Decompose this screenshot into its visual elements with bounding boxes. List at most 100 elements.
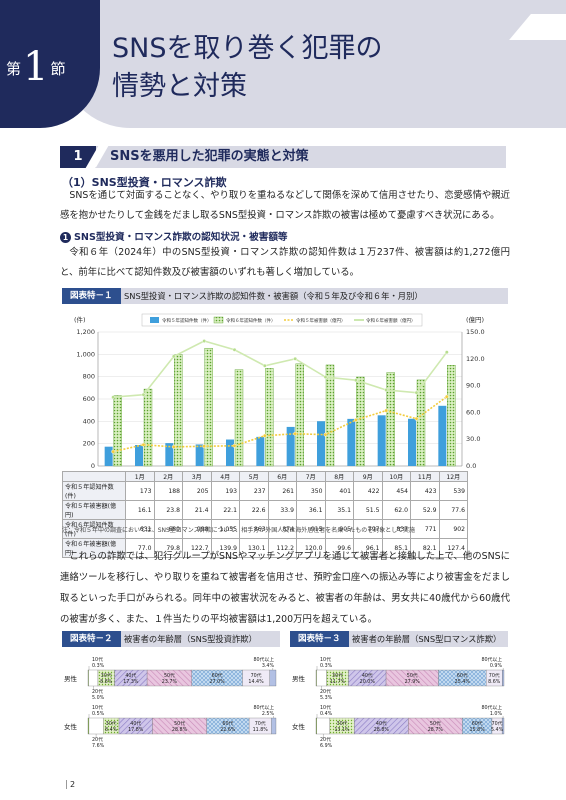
bar-r6-count — [356, 376, 365, 467]
age-segment-label: 60代 — [212, 672, 223, 679]
bar-r6-count — [234, 369, 244, 467]
chapter-title: SNSを取り巻く犯罪の 情勢と対策 — [112, 33, 383, 102]
table-header-row: 1月 2月 3月 4月 5月 6月 7月 8月 9月 10月 11月 12月 — [62, 471, 468, 482]
age-segment-value: 13.1% — [334, 727, 350, 733]
table-cell: 77.6 — [438, 500, 468, 520]
age-segment-value: 11.8% — [253, 727, 269, 733]
table-cell: 454 — [381, 481, 411, 501]
y-right-tick: 90.0 — [466, 382, 480, 390]
month-header: 6月 — [267, 471, 297, 482]
figure-1-tag: 図表特－１ — [62, 288, 121, 304]
month-header: 1月 — [125, 471, 155, 482]
bar-r6-count — [386, 372, 395, 467]
age-segment — [316, 717, 330, 735]
month-header: 12月 — [438, 471, 468, 482]
age-segment-value: 25.4% — [455, 679, 471, 685]
age-eighty-label: 80代以上 — [482, 704, 503, 711]
age-twenty-label: 20代 — [92, 736, 103, 743]
table-cell: 188 — [153, 481, 183, 501]
age-segment — [502, 669, 505, 687]
point-r5-damage — [232, 443, 237, 448]
figure-3-tag: 図表特－３ — [290, 631, 349, 647]
age-twenty-label: 20代 — [92, 688, 103, 695]
table-cell: 21.4 — [182, 500, 212, 520]
month-header: 11月 — [410, 471, 440, 482]
point-r6-damage — [111, 395, 116, 400]
row-label: 令和５年被害額(億円) — [62, 500, 126, 520]
bar-r5-count — [226, 439, 234, 466]
bar-r5-count — [135, 445, 143, 466]
legend-box — [141, 313, 423, 327]
paragraph-3: これらの詐欺では、犯行グループがSNSやマッチングアプリを通じて被害者と接触した… — [60, 551, 510, 625]
age-eighty-label: 80代以上 — [254, 704, 275, 711]
figure-3-title: 被害者の年齢層（SNS型ロマンス詐欺） — [352, 634, 502, 644]
y-right-tick: 120.0 — [466, 355, 485, 363]
y-left-tick: 1,000 — [76, 350, 95, 358]
age-segment-label: 50代 — [430, 720, 441, 727]
age-segment-label: 70代 — [489, 672, 500, 679]
age-segment-label: 60代 — [472, 720, 483, 727]
month-header: 2月 — [153, 471, 183, 482]
age-segment-value: 23.7% — [162, 679, 178, 685]
line-r6-damage — [113, 340, 448, 399]
table-cell: 237 — [239, 481, 269, 501]
age-segment-value: 27.9% — [405, 679, 421, 685]
age-segment — [88, 669, 99, 687]
age-segment-label: 40代 — [362, 672, 373, 679]
age-segment-value: 28.8% — [374, 727, 390, 733]
age-segment-value: 15.8% — [470, 727, 486, 733]
point-r6-damage — [232, 347, 237, 352]
heading-title: SNSを悪用した犯罪の実態と対策 — [110, 149, 309, 164]
age-segment-label: 70代 — [255, 720, 266, 727]
month-header: 8月 — [324, 471, 354, 482]
age-teen-label: 10代 — [92, 656, 103, 663]
month-header: 4月 — [210, 471, 240, 482]
age-segment-label: 40代 — [125, 672, 136, 679]
table-row: 令和６年被害額(億円) 77.0 79.8 122.7 139.9 130.1 112.2 1… — [62, 538, 468, 558]
bar-r6-count — [113, 395, 122, 467]
y-left-tick: 800 — [83, 373, 95, 381]
age-segment-label: 50代 — [164, 672, 175, 679]
bar-r5-count — [347, 418, 356, 466]
table-cell: 122.7 — [182, 538, 212, 558]
section-label: 第1 節 — [6, 44, 66, 90]
table-cell: 127.4 — [438, 538, 468, 558]
table-cell: 423 — [410, 481, 440, 501]
age-segment-label: 40代 — [130, 720, 141, 727]
age-segment-label: 60代 — [222, 720, 233, 727]
age-eighty-label: 80代以上 — [254, 656, 275, 663]
age-segment-value: 14.4% — [248, 679, 264, 685]
table-cell: 52.9 — [410, 500, 440, 520]
y-left-tick: 600 — [83, 395, 95, 403]
age-segment-value: 5.4% — [491, 727, 504, 733]
y-right-tick: 0.0 — [466, 462, 476, 470]
figure-2-tag: 図表特－２ — [62, 631, 121, 647]
y-right-axis-label: (億円) — [466, 315, 484, 324]
figure-2-title: 被害者の年齢層（SNS型投資詐欺） — [124, 634, 257, 644]
bar-r5-count — [165, 443, 174, 466]
month-header: 3月 — [182, 471, 212, 482]
point-r6-damage — [202, 339, 207, 343]
age-segment-value: 8.6% — [488, 679, 501, 685]
table-cell: 350 — [296, 481, 326, 501]
paragraph-1: SNSを通じて対面することなく、やり取りを重ねるなどして関係を深めて信用させたり… — [60, 190, 510, 221]
age-teen-label: 10代 — [320, 656, 331, 663]
point-r6-damage — [384, 388, 389, 392]
point-r5-damage — [353, 418, 358, 422]
table-cell: 16.1 — [125, 500, 155, 520]
legend-label: 令和６年被害額（億円） — [366, 317, 416, 324]
legend-label: 令和５年認知件数（件） — [162, 317, 212, 324]
age-segment-label: 60代 — [457, 672, 468, 679]
point-r6-damage — [414, 390, 419, 395]
age-teen-value: 0.3% — [320, 663, 333, 669]
age-segment-value: 11.7% — [330, 679, 346, 685]
section-badge — [0, 0, 100, 128]
y-right-tick: 150.0 — [466, 328, 485, 336]
age-teen-value: 0.4% — [320, 711, 333, 717]
age-row-label: 女性 — [292, 722, 306, 731]
table-cell: 401 — [324, 481, 354, 501]
age-teen-label: 10代 — [320, 704, 331, 711]
table-cell: 35.1 — [324, 500, 354, 520]
age-row-label: 男性 — [292, 674, 306, 683]
age-segment-label: 50代 — [174, 720, 185, 727]
